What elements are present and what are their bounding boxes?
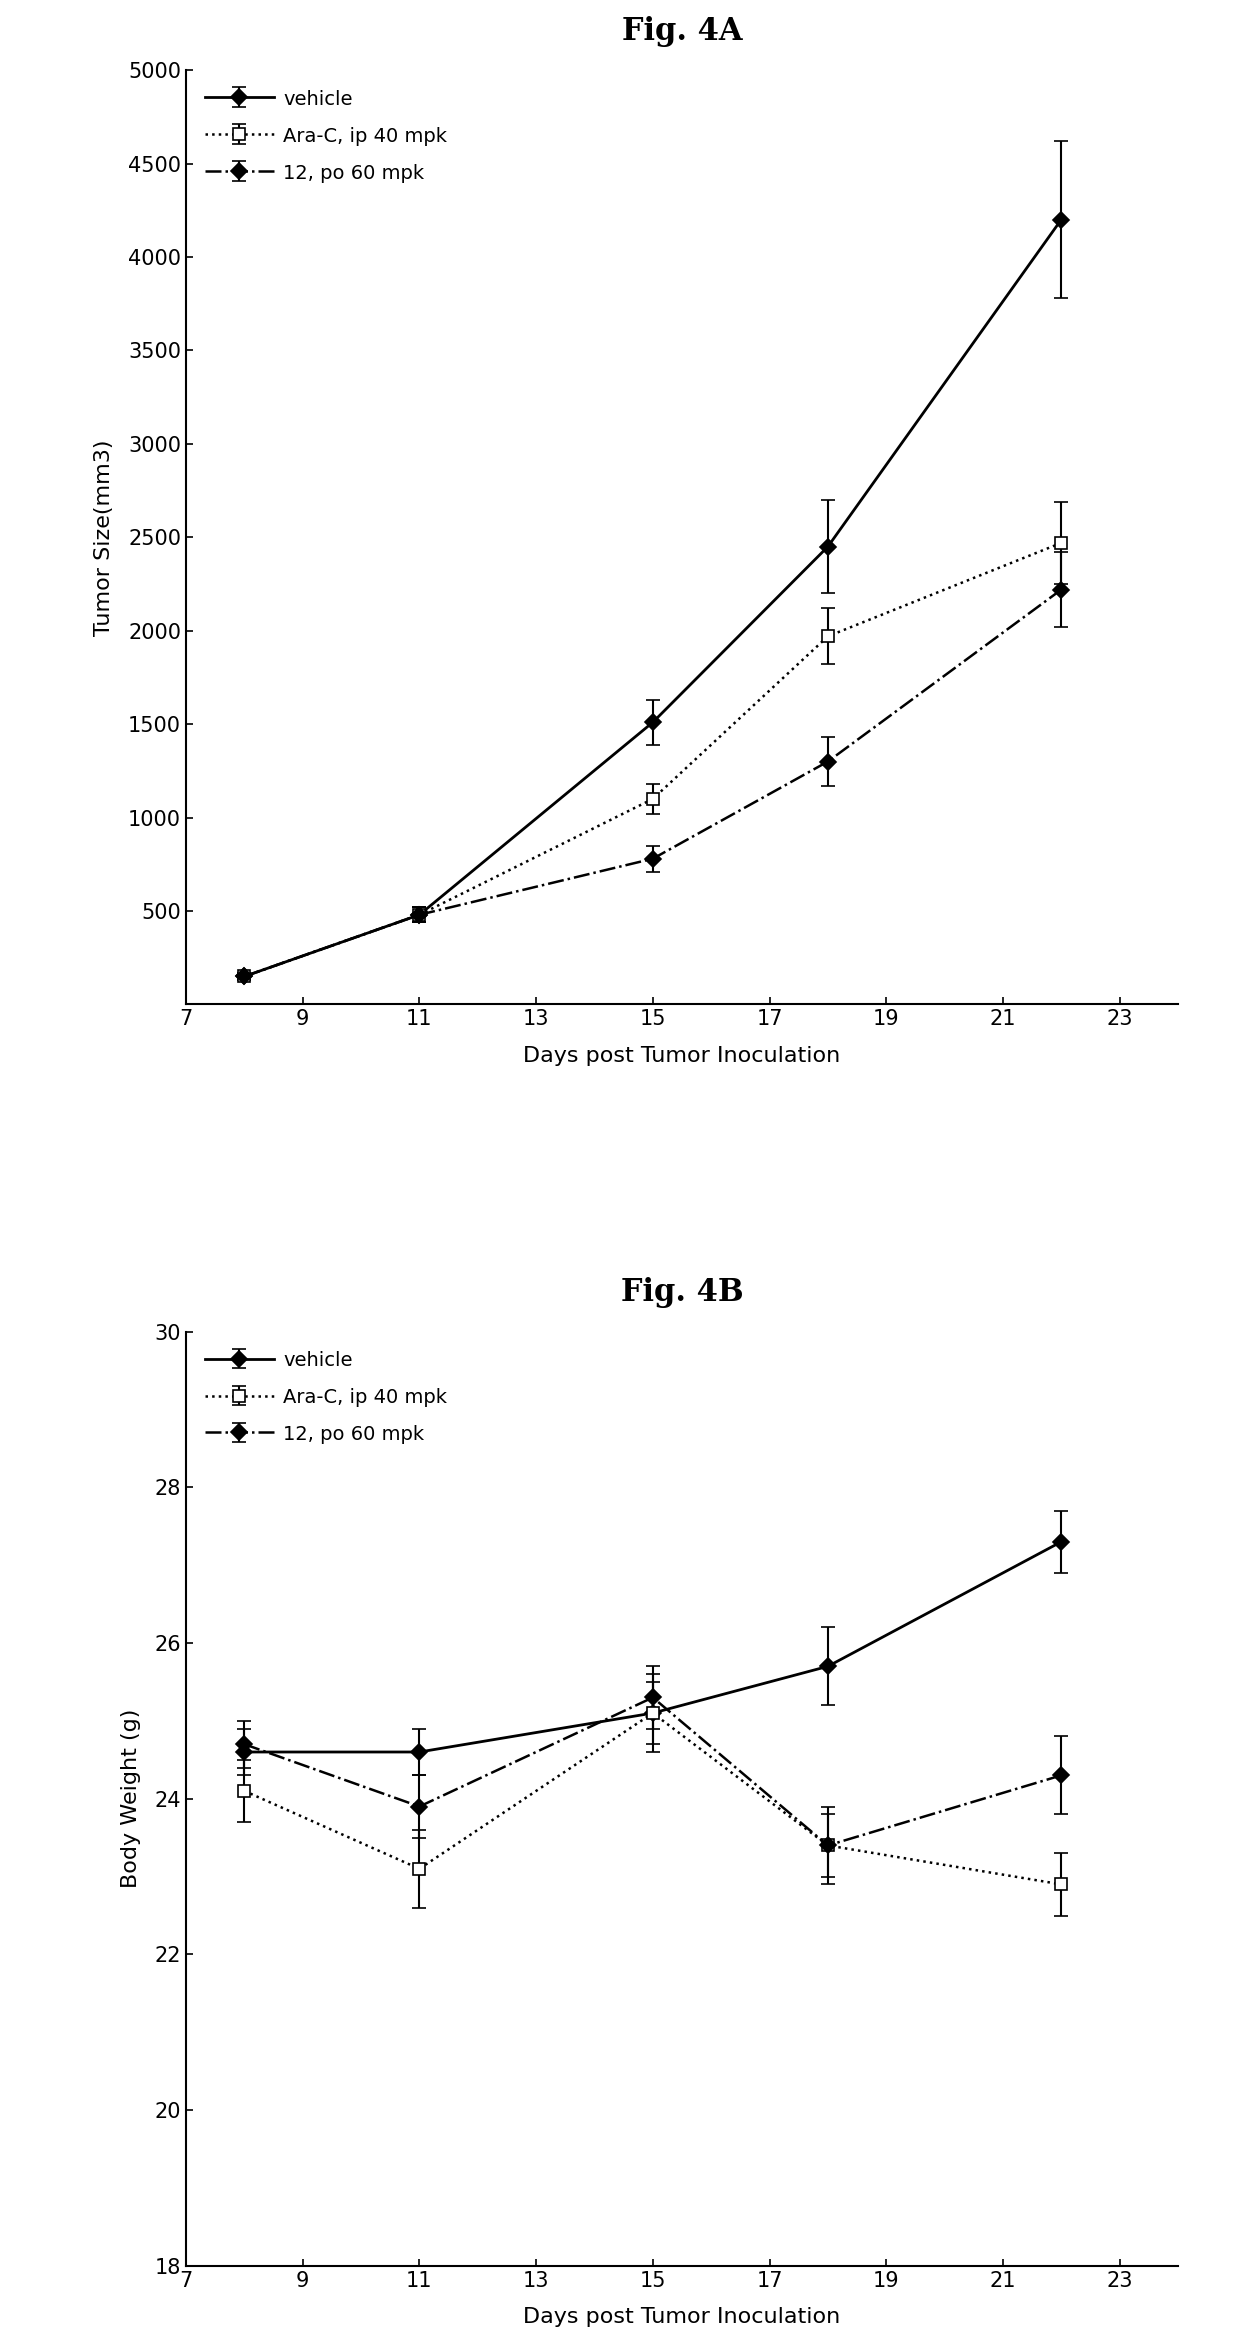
Title: Fig. 4B: Fig. 4B [621,1278,743,1308]
X-axis label: Days post Tumor Inoculation: Days post Tumor Inoculation [523,2308,841,2327]
Y-axis label: Body Weight (g): Body Weight (g) [120,1710,140,1887]
Legend: vehicle, Ara-C, ip 40 mpk, 12, po 60 mpk: vehicle, Ara-C, ip 40 mpk, 12, po 60 mpk [196,1341,458,1453]
X-axis label: Days post Tumor Inoculation: Days post Tumor Inoculation [523,1047,841,1065]
Y-axis label: Tumor Size(mm3): Tumor Size(mm3) [94,439,114,635]
Legend: vehicle, Ara-C, ip 40 mpk, 12, po 60 mpk: vehicle, Ara-C, ip 40 mpk, 12, po 60 mpk [196,79,458,192]
Title: Fig. 4A: Fig. 4A [621,16,743,47]
